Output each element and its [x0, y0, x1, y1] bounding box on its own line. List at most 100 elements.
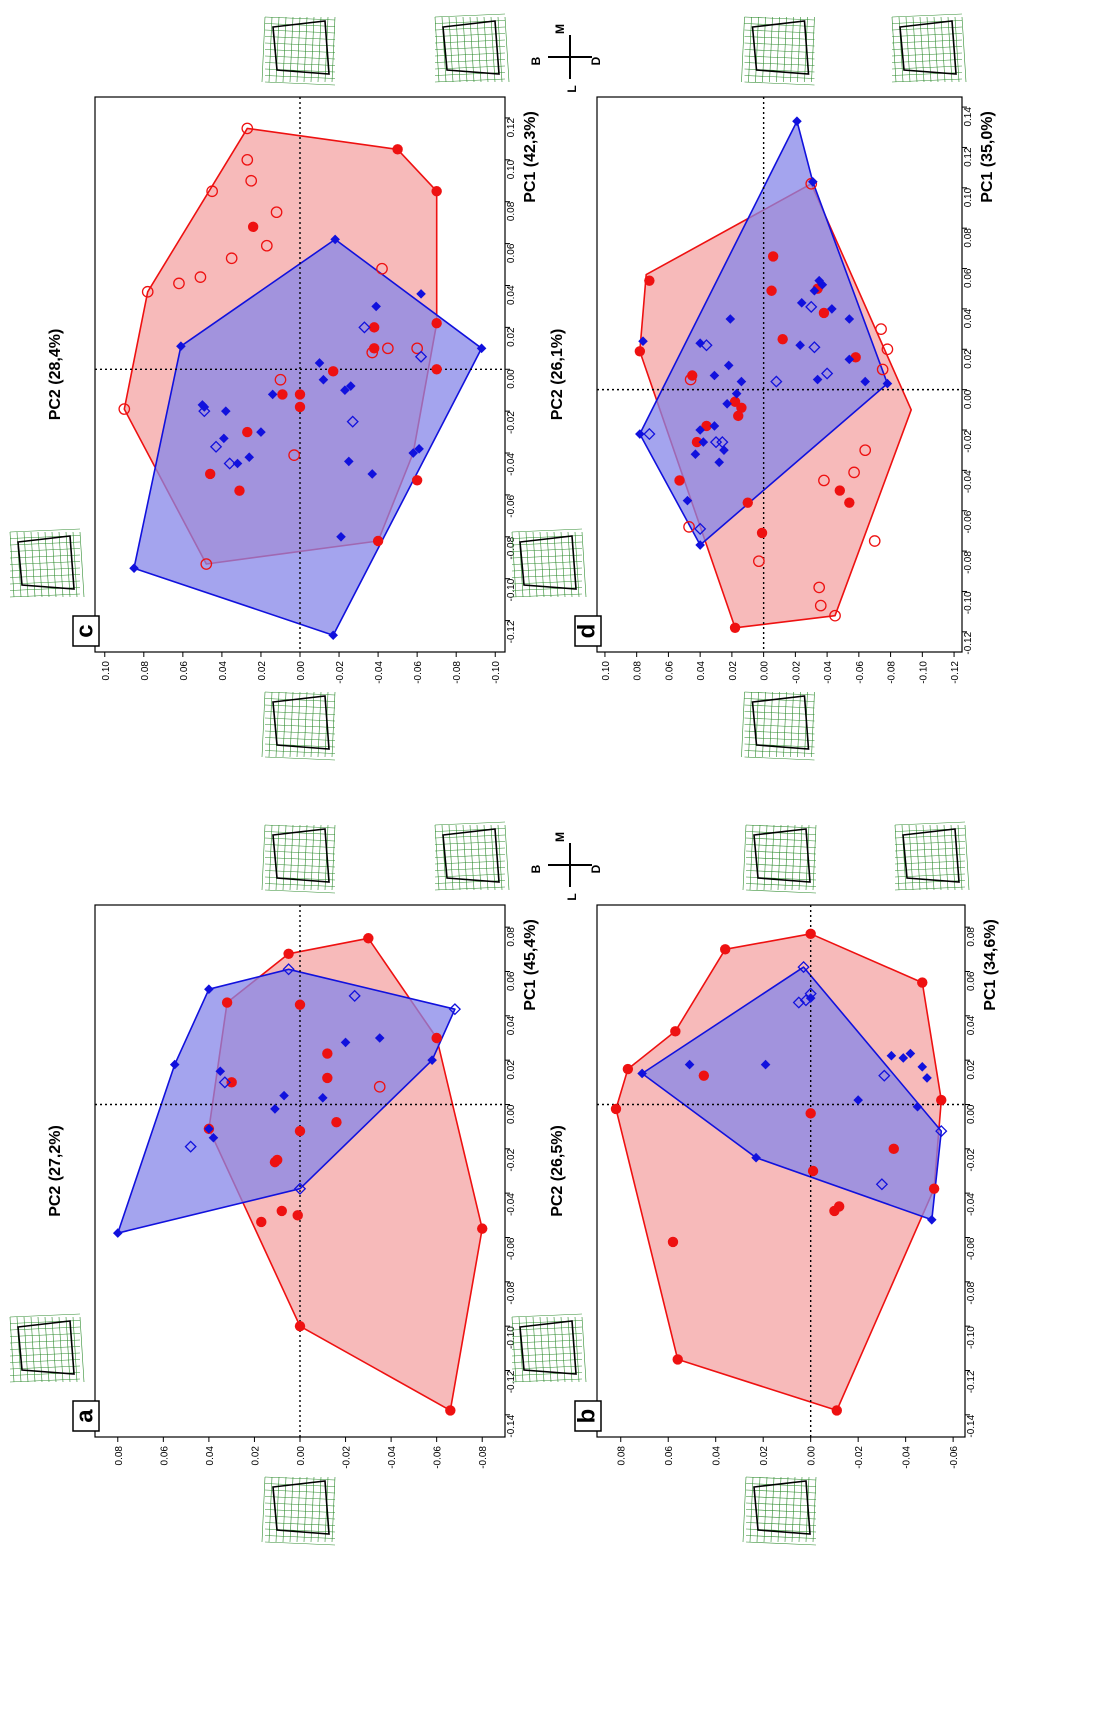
- data-point: [169, 1059, 180, 1070]
- grid-line: [553, 531, 559, 598]
- grid-line: [264, 737, 336, 741]
- grid-line: [762, 691, 766, 758]
- data-point: [288, 449, 300, 461]
- deformation-grid-icon: [741, 16, 815, 86]
- grid-line: [65, 531, 71, 598]
- landmark-outline: [753, 828, 811, 883]
- x-tick-label: -0.14: [506, 1414, 517, 1437]
- data-point: [731, 388, 742, 399]
- grid-line: [51, 531, 57, 598]
- data-point: [358, 321, 371, 334]
- x-tick-label: 0.00: [506, 1104, 517, 1124]
- grid-line: [9, 554, 81, 559]
- x-axis-label: PC1 (42,3%): [522, 111, 539, 203]
- grid-line: [744, 49, 815, 53]
- grid-line: [894, 854, 966, 858]
- data-point: [634, 346, 646, 357]
- grid-line: [331, 1476, 336, 1543]
- data-point: [729, 622, 741, 633]
- data-point: [622, 1063, 634, 1075]
- y-tick-label: 0.10: [601, 661, 612, 681]
- data-point: [294, 1125, 306, 1137]
- data-point: [414, 444, 424, 454]
- grid-line: [434, 39, 506, 44]
- data-point: [371, 301, 381, 312]
- data-point: [173, 277, 185, 290]
- orientation-m: M: [553, 24, 567, 34]
- orientation-d: D: [589, 864, 603, 873]
- data-point: [209, 440, 223, 453]
- data-point: [709, 435, 723, 449]
- x-tick-label: 0.00: [963, 389, 974, 409]
- orientation-b: B: [529, 864, 543, 873]
- grid-line: [745, 1502, 817, 1507]
- y-tick-label: 0.00: [296, 661, 307, 681]
- grid-line: [744, 724, 815, 728]
- x-axis-label: PC1 (35,0%): [979, 111, 996, 203]
- grid-line: [261, 16, 266, 83]
- data-point: [736, 376, 747, 387]
- x-tick-label: 0.02: [506, 1060, 517, 1080]
- grid-line: [957, 824, 963, 891]
- grid-line: [964, 824, 970, 891]
- data-point: [345, 381, 356, 391]
- grid-line: [745, 870, 817, 874]
- data-point: [683, 521, 695, 533]
- data-point: [751, 1152, 761, 1163]
- data-point: [714, 457, 724, 468]
- x-tick-label: 0.02: [506, 327, 517, 347]
- grid-line: [745, 831, 817, 835]
- grid-line: [744, 42, 815, 47]
- orientation-m: M: [553, 832, 567, 842]
- data-point: [922, 1073, 932, 1083]
- grid-line: [264, 870, 336, 874]
- grid-line: [511, 593, 583, 598]
- x-tick-label: 0.08: [966, 927, 977, 947]
- data-point: [219, 433, 229, 444]
- grid-line: [261, 1476, 266, 1543]
- grid-line: [264, 1489, 336, 1494]
- data-point: [926, 1214, 937, 1225]
- grid-line: [79, 1316, 85, 1383]
- plot-frame: [596, 96, 963, 653]
- grid-line: [9, 1339, 81, 1344]
- y-tick-label: 0.04: [205, 1446, 216, 1466]
- data-point: [256, 427, 266, 437]
- grid-line: [961, 16, 967, 83]
- x-tick-label: -0.08: [506, 1281, 517, 1304]
- y-tick-label: -0.04: [387, 1446, 398, 1469]
- grid-line: [745, 1515, 817, 1520]
- grid-line: [282, 1476, 287, 1543]
- grid-line: [745, 1522, 817, 1526]
- data-point: [414, 350, 428, 363]
- data-point: [690, 449, 701, 460]
- grid-line: [504, 16, 510, 83]
- data-point: [792, 996, 805, 1009]
- grid-line: [783, 691, 787, 758]
- grid-line: [742, 824, 747, 891]
- grid-line: [434, 78, 506, 83]
- data-point: [294, 1320, 306, 1332]
- grid-line: [317, 824, 322, 891]
- data-point: [223, 457, 236, 470]
- grid-line: [51, 1316, 57, 1383]
- panel-d: -0.12 -0.10 -0.08 -0.06 -0.04 -0.02 0.00 0.02 0.…: [511, 13, 996, 761]
- data-point: [610, 1103, 622, 1115]
- x-tick-label: 0.12: [963, 147, 974, 167]
- data-point: [247, 221, 259, 233]
- data-point: [808, 176, 818, 187]
- grid-line: [511, 1378, 583, 1383]
- data-point: [204, 1124, 214, 1134]
- panel-a: -0.14 -0.12 -0.10 -0.08 -0.06 -0.04 -0.02 0.00 0…: [9, 821, 603, 1546]
- grid-line: [756, 824, 761, 891]
- grid-line: [798, 824, 803, 891]
- data-point: [808, 341, 821, 354]
- grid-line: [264, 750, 336, 754]
- grid-line: [511, 541, 583, 546]
- grid-line: [891, 26, 963, 31]
- grid-line: [912, 16, 918, 83]
- x-tick-label: -0.06: [966, 1237, 977, 1260]
- data-point: [804, 987, 817, 1000]
- data-point: [818, 474, 830, 487]
- grid-line: [264, 730, 336, 735]
